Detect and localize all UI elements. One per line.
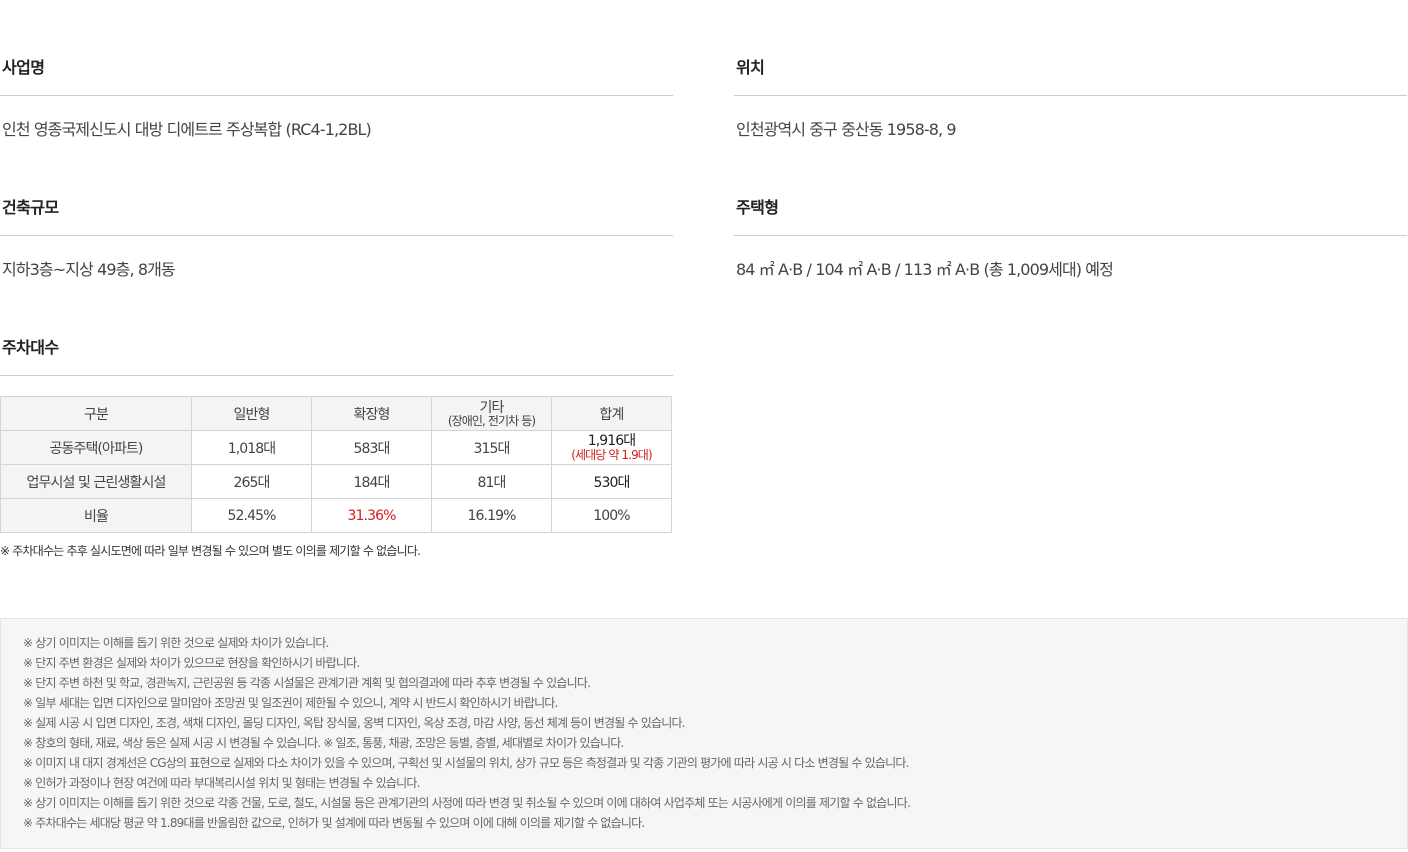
header-cell: 구분 bbox=[0, 396, 192, 431]
disclaimer-box: ※ 상기 이미지는 이해를 돕기 위한 것으로 실제와 차이가 있습니다. ※ … bbox=[0, 618, 1408, 849]
cell: 1,018대 bbox=[191, 430, 312, 465]
location-section: 위치 인천광역시 중구 중산동 1958-8, 9 bbox=[734, 42, 1407, 140]
cell: 52.45% bbox=[191, 498, 312, 533]
cell: 1,916대 (세대당 약 1.9대) bbox=[551, 430, 672, 465]
section-title: 주차대수 bbox=[0, 322, 673, 376]
header-sub: (장애인, 전기차 등) bbox=[447, 413, 536, 428]
disclaimer-line: ※ 상기 이미지는 이해를 돕기 위한 것으로 실제와 차이가 있습니다. bbox=[23, 636, 329, 650]
cell: 583대 bbox=[311, 430, 432, 465]
section-value: 인천광역시 중구 중산동 1958-8, 9 bbox=[736, 120, 957, 139]
row-label: 업무시설 및 근린생활시설 bbox=[0, 464, 192, 499]
parking-note: ※ 주차대수는 추후 실시도면에 따라 일부 변경될 수 있으며 별도 이의를 … bbox=[0, 544, 421, 558]
section-title: 사업명 bbox=[0, 42, 673, 96]
cell: 100% bbox=[551, 498, 672, 533]
section-value: 지하3층~지상 49층, 8개동 bbox=[2, 260, 176, 279]
per-unit-note: (세대당 약 1.9대) bbox=[571, 448, 652, 462]
disclaimer-line: ※ 실제 시공 시 입면 디자인, 조경, 색채 디자인, 몰딩 디자인, 옥탑… bbox=[23, 716, 686, 730]
header-main: 기타 bbox=[479, 399, 505, 416]
table-row: 비율 52.45% 31.36% 16.19% 100% bbox=[0, 498, 672, 533]
table-row: 공동주택(아파트) 1,018대 583대 315대 1,916대 (세대당 약 … bbox=[0, 430, 672, 465]
parking-table: 구분 일반형 확장형 기타 (장애인, 전기차 등) 합계 공동주택(아파트) 1… bbox=[0, 396, 672, 533]
section-title: 건축규모 bbox=[0, 182, 673, 236]
cell: 184대 bbox=[311, 464, 432, 499]
section-title: 주택형 bbox=[734, 182, 1407, 236]
header-cell: 기타 (장애인, 전기차 등) bbox=[431, 396, 552, 431]
disclaimer-line: ※ 단지 주변 하천 및 학교, 경관녹지, 근린공원 등 각종 시설물은 관계… bbox=[23, 676, 591, 690]
header-cell: 일반형 bbox=[191, 396, 312, 431]
header-cell: 합계 bbox=[551, 396, 672, 431]
row-label: 비율 bbox=[0, 498, 192, 533]
disclaimer-line: ※ 단지 주변 환경은 실제와 차이가 있으므로 현장을 확인하시기 바랍니다. bbox=[23, 656, 360, 670]
section-title: 위치 bbox=[734, 42, 1407, 96]
total: 1,916대 bbox=[587, 433, 636, 449]
header-cell: 확장형 bbox=[311, 396, 432, 431]
project-name-section: 사업명 인천 영종국제신도시 대방 디에트르 주상복합 (RC4-1,2BL) bbox=[0, 42, 673, 140]
disclaimer-line: ※ 이미지 내 대지 경계선은 CG상의 표현으로 실제와 다소 차이가 있을 … bbox=[23, 756, 909, 770]
section-value: 84 ㎡ A·B / 104 ㎡ A·B / 113 ㎡ A·B (총 1,00… bbox=[736, 260, 1114, 279]
building-scale-section: 건축규모 지하3층~지상 49층, 8개동 bbox=[0, 182, 673, 280]
cell: 31.36% bbox=[311, 498, 432, 533]
parking-section: 주차대수 bbox=[0, 322, 673, 376]
row-label: 공동주택(아파트) bbox=[0, 430, 192, 465]
housing-type-section: 주택형 84 ㎡ A·B / 104 ㎡ A·B / 113 ㎡ A·B (총 … bbox=[734, 182, 1407, 280]
cell: 530대 bbox=[551, 464, 672, 499]
disclaimer-line: ※ 주차대수는 세대당 평균 약 1.89대를 반올림한 값으로, 인허가 및 … bbox=[23, 816, 645, 830]
cell: 16.19% bbox=[431, 498, 552, 533]
table-header-row: 구분 일반형 확장형 기타 (장애인, 전기차 등) 합계 bbox=[0, 396, 672, 431]
table-row: 업무시설 및 근린생활시설 265대 184대 81대 530대 bbox=[0, 464, 672, 499]
disclaimer-line: ※ 상기 이미지는 이해를 돕기 위한 것으로 각종 건물, 도로, 철도, 시… bbox=[23, 796, 911, 810]
cell: 315대 bbox=[431, 430, 552, 465]
disclaimer-line: ※ 인허가 과정이나 현장 여건에 따라 부대복리시설 위치 및 형태는 변경될… bbox=[23, 776, 420, 790]
cell: 81대 bbox=[431, 464, 552, 499]
disclaimer-line: ※ 일부 세대는 입면 디자인으로 말미암아 조망권 및 일조권이 제한될 수 … bbox=[23, 696, 558, 710]
disclaimer-line: ※ 창호의 형태, 재료, 색상 등은 실제 시공 시 변경될 수 있습니다. … bbox=[23, 736, 624, 750]
cell: 265대 bbox=[191, 464, 312, 499]
section-value: 인천 영종국제신도시 대방 디에트르 주상복합 (RC4-1,2BL) bbox=[2, 120, 372, 139]
